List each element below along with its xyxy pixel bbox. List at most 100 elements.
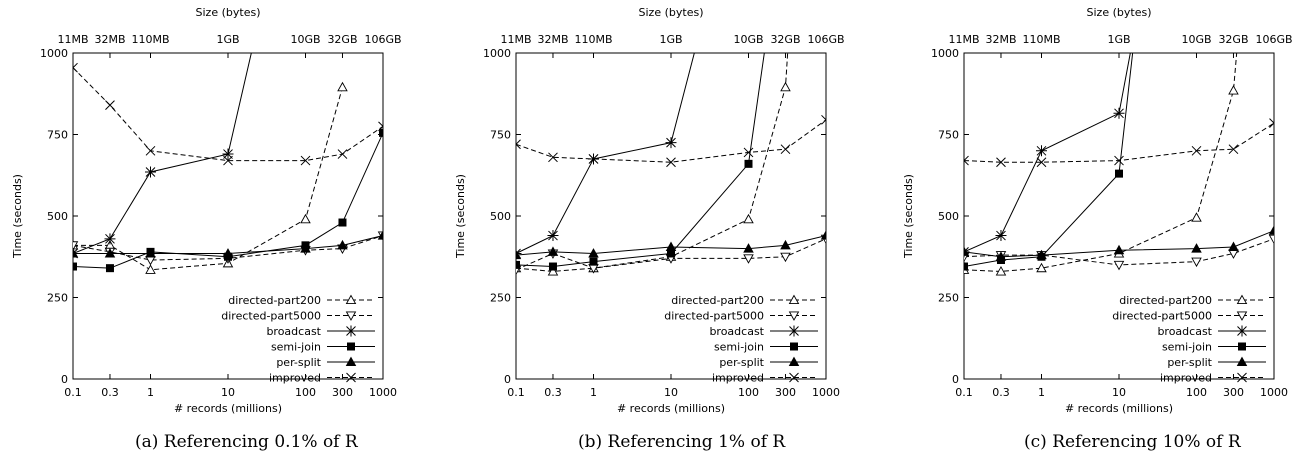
legend-marker	[788, 325, 800, 337]
x-tick-label: 0.3	[992, 386, 1010, 399]
data-point-improved	[821, 114, 826, 125]
data-point-per-split	[780, 239, 791, 250]
data-point-improved	[105, 100, 115, 111]
top-tick-label: 11MB	[948, 33, 979, 46]
legend-marker	[788, 311, 800, 321]
x-tick-label: 300	[1223, 386, 1244, 399]
legend-label: per-split	[1167, 356, 1212, 369]
y-tick-label: 500	[490, 210, 511, 223]
data-point-broadcast	[995, 230, 1007, 242]
legend-label: directed-part200	[228, 294, 321, 307]
plot-frame	[72, 52, 384, 380]
data-point-directed-part200	[145, 264, 156, 274]
data-point-semi-join	[589, 257, 598, 266]
data-point-directed-part200	[1036, 262, 1047, 273]
data-point-directed-part200	[1228, 85, 1239, 95]
y-axis-title: Time (seconds)	[454, 174, 467, 259]
series-line-semi-join	[964, 53, 1134, 268]
y-tick-label: 0	[504, 373, 511, 386]
data-point-improved	[780, 144, 791, 155]
y-tick-label: 0	[61, 373, 68, 386]
x-tick-label: 1000	[812, 386, 840, 399]
data-point-per-split	[1191, 243, 1202, 253]
top-axis-title: Size (bytes)	[196, 6, 261, 19]
data-point-directed-part5000	[1113, 260, 1125, 271]
x-tick-label: 1	[1038, 386, 1045, 399]
x-tick-label: 300	[775, 386, 796, 399]
legend-label: directed-part200	[1119, 294, 1212, 307]
series-layer	[516, 53, 826, 276]
legend-label: semi-join	[271, 341, 321, 354]
data-point-broadcast	[222, 148, 234, 160]
data-point-improved	[1114, 155, 1124, 166]
x-tick-label: 300	[332, 386, 353, 399]
legend-marker	[347, 342, 355, 351]
data-point-directed-part5000	[73, 241, 79, 251]
y-tick-label: 250	[47, 292, 68, 305]
data-point-directed-part5000	[1268, 234, 1274, 245]
top-tick-label: 32GB	[770, 33, 800, 46]
x-tick-label: 1000	[369, 386, 397, 399]
data-point-per-split	[1268, 225, 1274, 235]
data-point-improved	[516, 139, 521, 150]
top-tick-label: 106GB	[1255, 33, 1292, 46]
legend: directed-part200 directed-part5000 broadca…	[221, 294, 375, 385]
top-tick-label: 10GB	[290, 33, 320, 46]
top-tick-label: 1GB	[216, 33, 239, 46]
x-tick-label: 0.1	[507, 386, 525, 399]
data-point-directed-part200	[995, 265, 1007, 276]
chart-caption: (b) Referencing 1% of R	[578, 432, 786, 452]
data-point-improved	[300, 155, 311, 166]
data-point-per-split	[547, 246, 559, 256]
legend-marker	[345, 325, 357, 337]
series-line-semi-join	[516, 53, 765, 268]
data-point-directed-part200	[1191, 212, 1202, 222]
data-point-per-split	[995, 251, 1007, 261]
data-point-per-split	[665, 241, 677, 252]
top-tick-label: 106GB	[807, 33, 844, 46]
data-point-improved	[223, 155, 233, 166]
x-tick-label: 0.1	[955, 386, 973, 399]
legend-marker	[1238, 342, 1246, 351]
chart-panel-1: 0 250 500 750 1000 0.1 11MB 0.3 32MB 1 110MB 10 1GB 1…	[11, 6, 402, 452]
legend-label: broadcast	[709, 325, 764, 338]
x-tick-label: 100	[295, 386, 316, 399]
data-point-semi-join	[667, 249, 675, 258]
y-tick-label: 1000	[40, 47, 68, 60]
y-tick-label: 500	[47, 210, 68, 223]
top-tick-label: 1GB	[1107, 33, 1130, 46]
data-point-broadcast	[145, 166, 156, 178]
chart-panel-3: 0 250 500 750 1000 0.1 11MB 0.3 32MB 1 110MB 10 1GB 1…	[902, 6, 1293, 452]
data-point-per-split	[820, 230, 826, 240]
data-point-directed-part5000	[743, 254, 754, 264]
x-axis-title: # records (millions)	[174, 402, 282, 415]
x-tick-label: 100	[1186, 386, 1207, 399]
legend-label: improved	[1160, 372, 1212, 385]
legend-label: per-split	[719, 356, 764, 369]
legend-marker	[345, 294, 357, 305]
legend-marker	[345, 356, 357, 367]
y-tick-label: 250	[938, 292, 959, 305]
legend-marker	[346, 372, 356, 383]
legend-label: broadcast	[1157, 325, 1212, 338]
top-tick-label: 110MB	[574, 33, 612, 46]
data-point-semi-join	[1115, 169, 1123, 178]
top-tick-label: 11MB	[500, 33, 531, 46]
data-point-per-split	[300, 243, 311, 253]
y-tick-label: 1000	[483, 47, 511, 60]
data-point-semi-join	[744, 159, 753, 168]
top-axis-title: Size (bytes)	[1087, 6, 1152, 19]
data-point-per-split	[337, 239, 348, 250]
top-tick-label: 1GB	[659, 33, 682, 46]
data-point-improved	[145, 145, 156, 156]
top-tick-label: 32GB	[1218, 33, 1248, 46]
data-point-semi-join	[379, 128, 383, 137]
legend-label: improved	[269, 372, 321, 385]
plot-frame	[515, 52, 827, 380]
legend-marker	[1236, 294, 1248, 305]
y-axis-title: Time (seconds)	[902, 174, 915, 259]
top-axis-title: Size (bytes)	[639, 6, 704, 19]
y-tick-label: 750	[47, 129, 68, 142]
data-point-semi-join	[338, 218, 347, 227]
